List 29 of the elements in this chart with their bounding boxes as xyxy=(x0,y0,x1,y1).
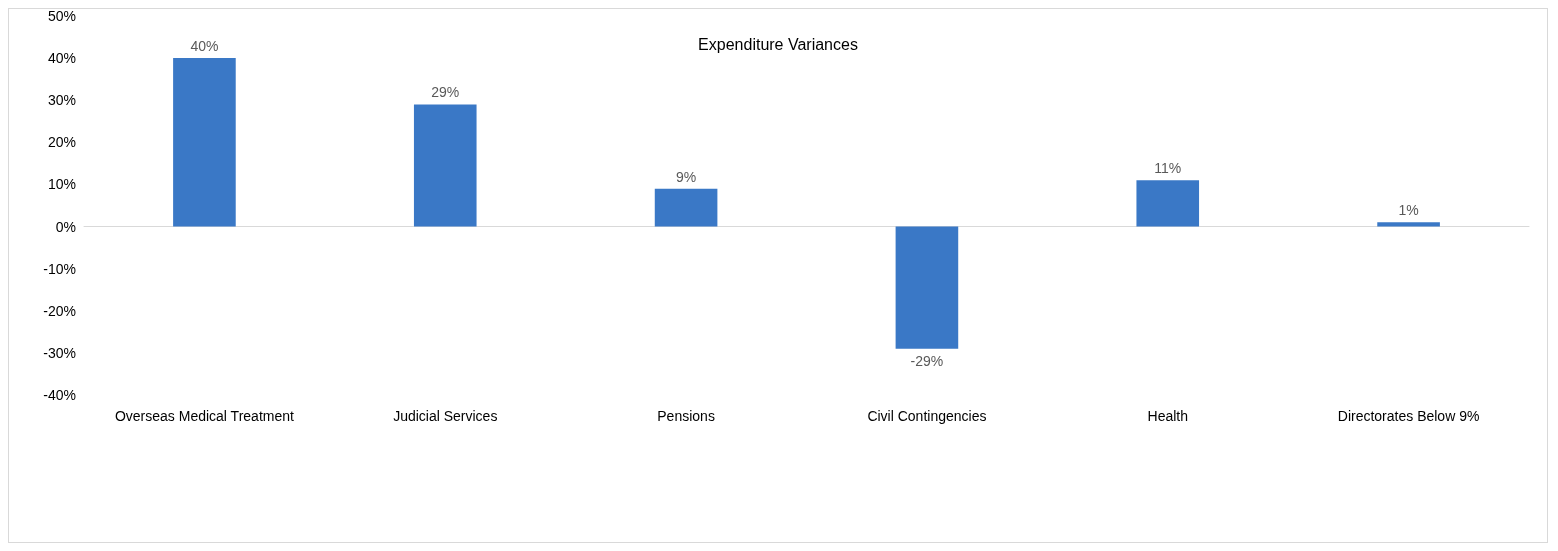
data-label: 40% xyxy=(190,38,219,55)
text: Expenditure Variances xyxy=(698,35,858,53)
data-label: 29% xyxy=(431,84,460,101)
y-tick-label: 30% xyxy=(47,92,76,109)
data-label: -29% xyxy=(910,352,944,369)
bar xyxy=(654,188,718,227)
y-tick-label: -20% xyxy=(43,302,76,319)
data-label: 11% xyxy=(1154,160,1182,177)
y-tick-label: -40% xyxy=(43,387,76,403)
y-tick-label: -30% xyxy=(43,344,76,361)
x-tick-label: Pensions xyxy=(657,408,715,424)
data-label: 1% xyxy=(1398,202,1419,219)
x-tick-label: Directorates Below 9% xyxy=(1337,408,1480,424)
data-label: 9% xyxy=(675,168,697,185)
x-tick-label: Civil Contingencies xyxy=(867,408,987,424)
bar xyxy=(413,104,477,227)
y-tick-label: 20% xyxy=(47,134,76,151)
x-tick-label: Overseas Medical Treatment xyxy=(114,408,294,424)
bar xyxy=(1136,180,1200,227)
y-tick-label: 10% xyxy=(47,176,76,193)
bar xyxy=(1377,222,1440,227)
bar xyxy=(895,226,959,349)
bar xyxy=(173,58,236,227)
y-tick-label: 0% xyxy=(55,218,76,235)
y-tick-label: 50% xyxy=(47,8,76,24)
x-tick-label: Health xyxy=(1147,408,1188,424)
y-tick-label: -10% xyxy=(43,260,76,277)
y-tick-label: 40% xyxy=(47,50,76,67)
x-tick-label: Judicial Services xyxy=(393,408,498,424)
